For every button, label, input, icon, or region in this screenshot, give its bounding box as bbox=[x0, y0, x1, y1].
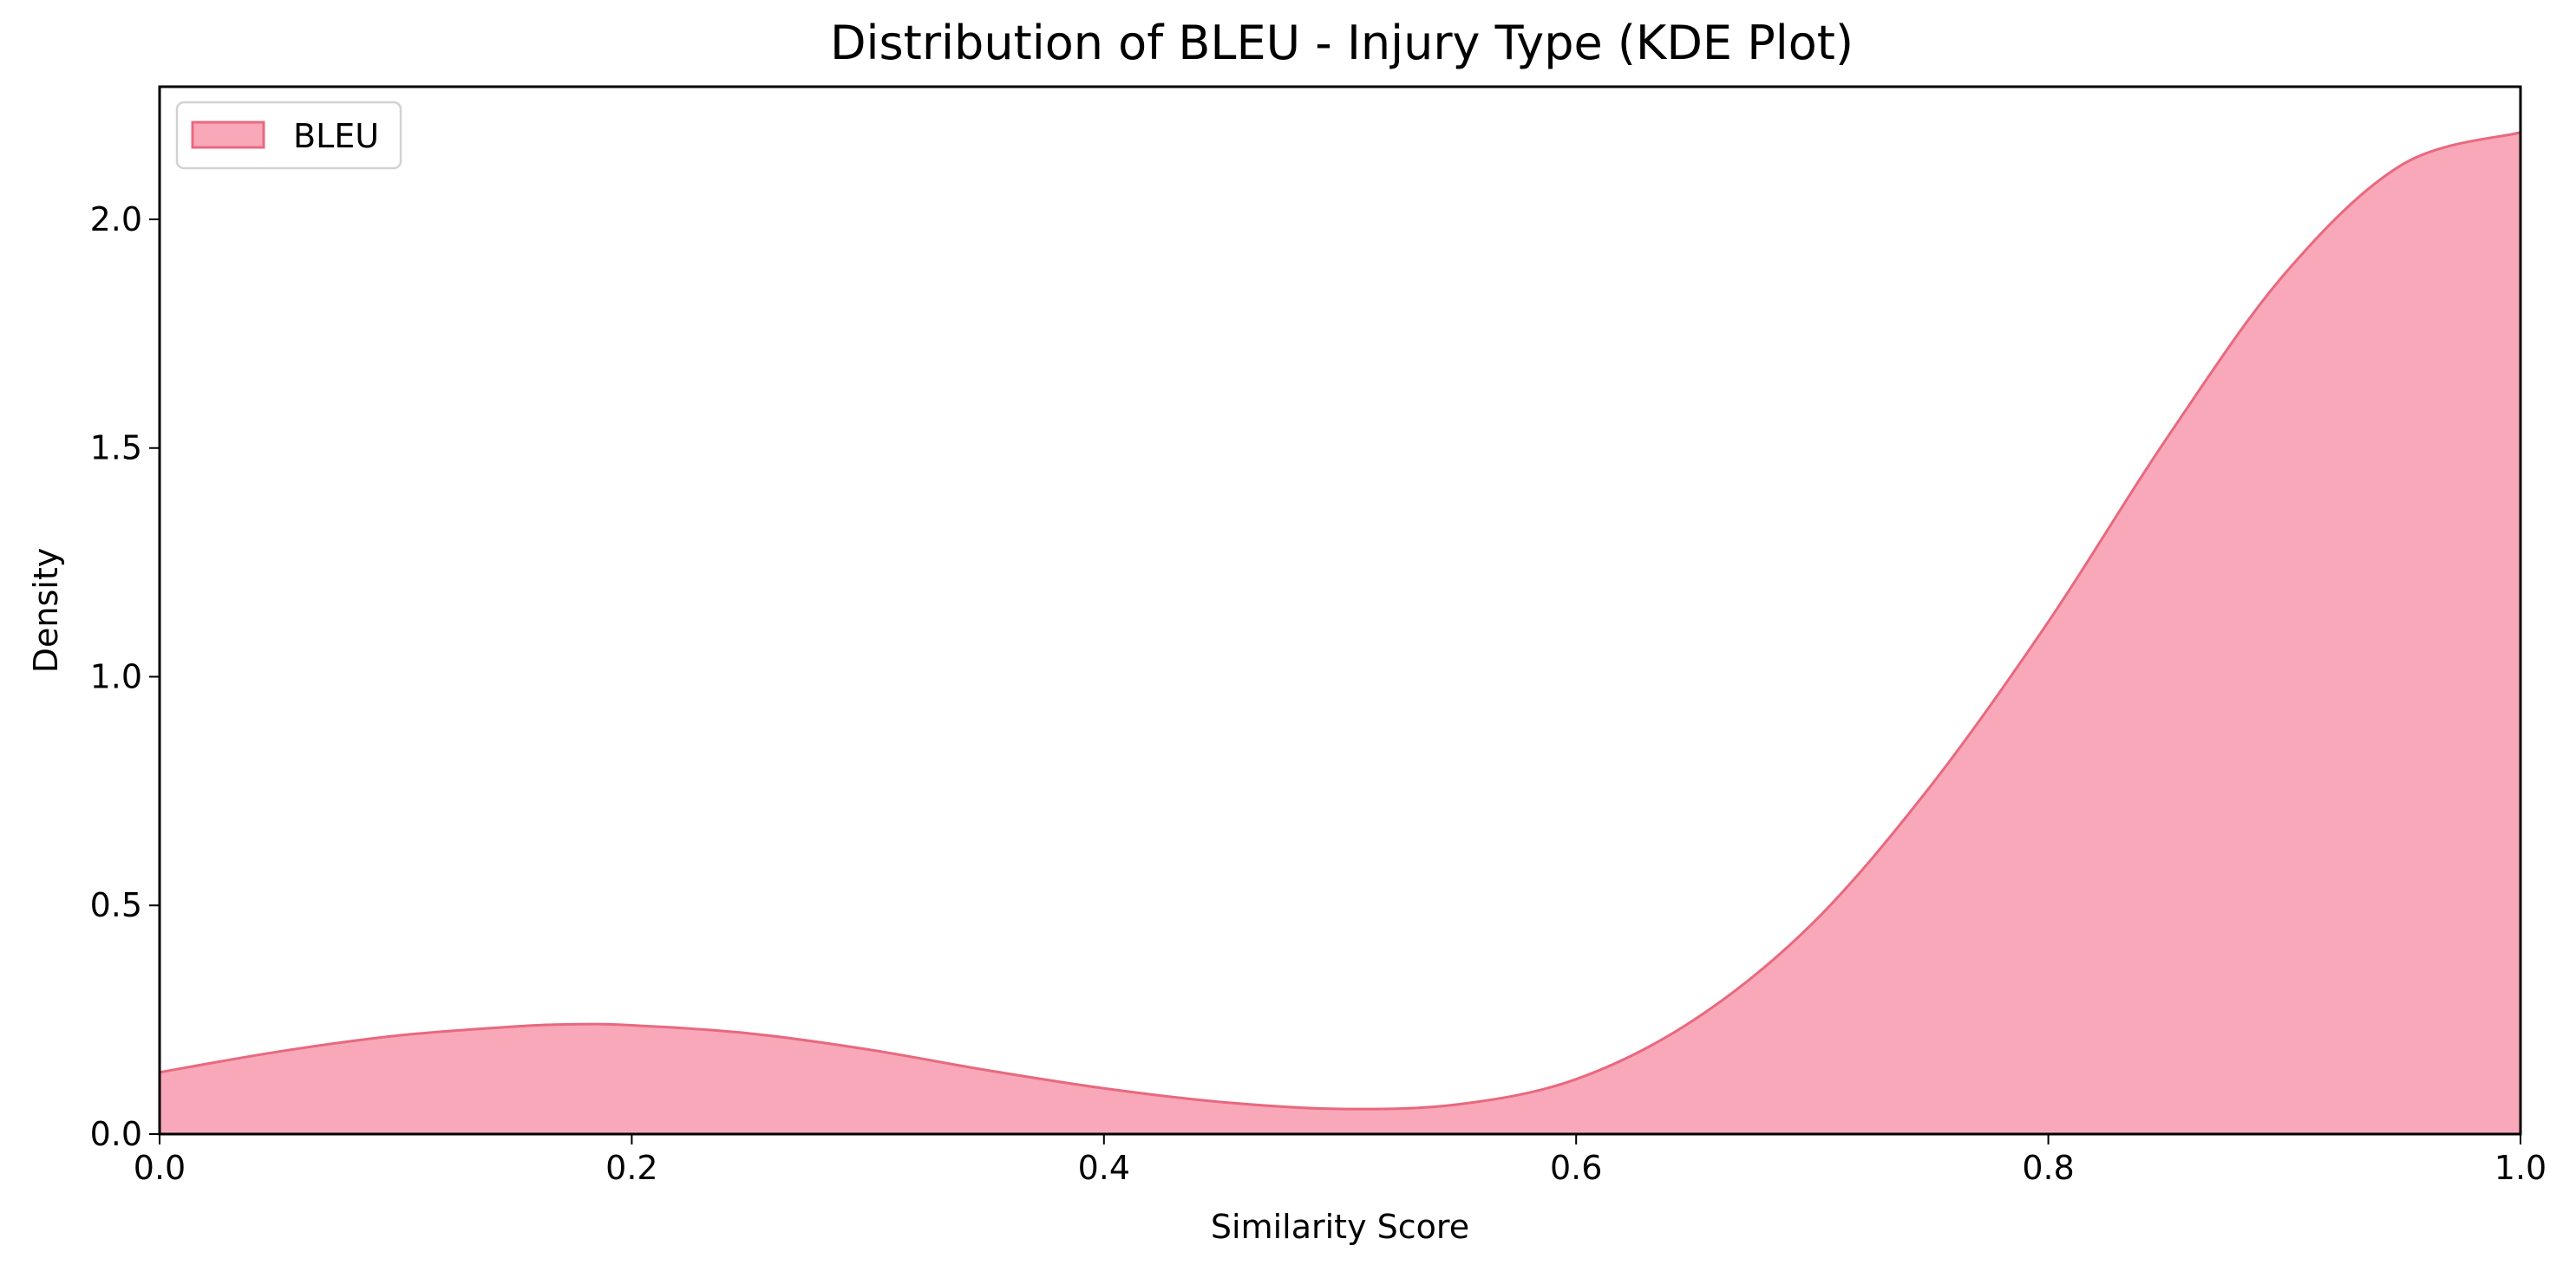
x-tick-label: 0.8 bbox=[2022, 1149, 2074, 1187]
legend-box bbox=[175, 101, 402, 170]
y-tick-label: 1.5 bbox=[90, 429, 142, 467]
x-tick-label: 0.4 bbox=[1078, 1149, 1130, 1187]
series-bleu-area bbox=[160, 132, 2520, 1134]
x-tick-label: 0.2 bbox=[605, 1149, 657, 1187]
x-axis-label: Similarity Score bbox=[1211, 1208, 1469, 1246]
series-bleu-line bbox=[159, 131, 2521, 1111]
x-axis-ticks: 0.0 0.2 0.4 0.6 0.8 1.0 bbox=[134, 1134, 2547, 1187]
y-tick-label: 2.0 bbox=[90, 200, 142, 238]
legend-label-bleu: BLEU bbox=[293, 117, 379, 155]
axes-frame bbox=[158, 85, 2522, 1136]
y-tick-label: 0.5 bbox=[90, 886, 142, 924]
x-tick-label: 0.6 bbox=[1550, 1149, 1602, 1187]
legend-swatch-bleu bbox=[191, 121, 265, 149]
chart-title: Distribution of BLEU - Injury Type (KDE … bbox=[830, 16, 1854, 70]
legend: BLEU bbox=[175, 101, 402, 170]
y-tick-label: 1.0 bbox=[90, 657, 142, 695]
y-tick-label: 0.0 bbox=[90, 1115, 142, 1153]
y-axis-ticks: 0.0 0.5 1.0 1.5 2.0 bbox=[90, 200, 160, 1153]
y-axis-label: Density bbox=[27, 548, 65, 673]
x-tick-label: 1.0 bbox=[2494, 1149, 2547, 1187]
x-tick-label: 0.0 bbox=[134, 1149, 186, 1187]
plot-area bbox=[159, 131, 2521, 1134]
